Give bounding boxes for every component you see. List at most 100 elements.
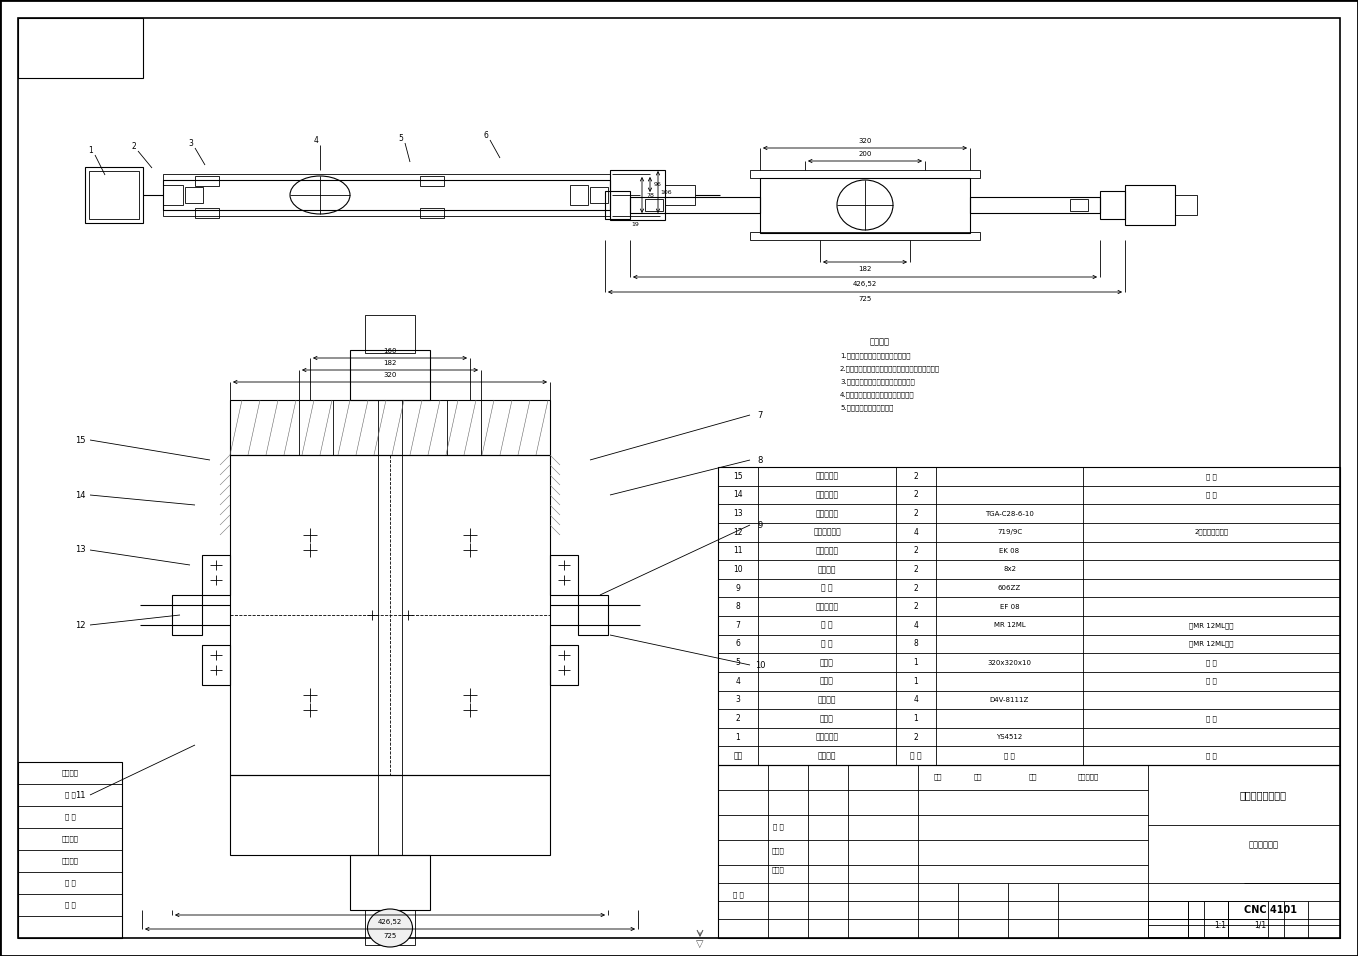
Bar — [760, 178, 970, 233]
Text: 2: 2 — [914, 546, 918, 555]
Text: 审核者: 审核者 — [771, 848, 785, 855]
Text: 320: 320 — [858, 138, 872, 144]
Bar — [1175, 195, 1196, 215]
Text: 蔚 八: 蔚 八 — [1206, 473, 1217, 480]
Bar — [645, 199, 663, 211]
Text: 5.　如有问题请及时联系。: 5. 如有问题请及时联系。 — [841, 404, 894, 411]
Text: 角接返轴承居: 角接返轴承居 — [813, 528, 841, 536]
Text: 4.　运动部件应将安装尺寸保持一致。: 4. 运动部件应将安装尺寸保持一致。 — [841, 392, 915, 399]
Text: 725: 725 — [858, 296, 872, 302]
Text: 8: 8 — [736, 602, 740, 611]
Bar — [86, 167, 143, 223]
Bar — [420, 208, 444, 218]
Text: 10: 10 — [755, 661, 766, 669]
Text: 数 量: 数 量 — [910, 751, 922, 760]
Text: 4: 4 — [914, 695, 918, 705]
Text: 6: 6 — [736, 640, 740, 648]
Text: 蔚 八: 蔚 八 — [1206, 491, 1217, 498]
Bar — [1070, 199, 1088, 211]
Text: 蔚 八: 蔚 八 — [1206, 660, 1217, 666]
Text: 1.　未注明公差的尺寸按一般公差。: 1. 未注明公差的尺寸按一般公差。 — [841, 353, 910, 359]
Text: 弹性制动器: 弹性制动器 — [815, 546, 838, 555]
Text: EK 08: EK 08 — [999, 548, 1020, 554]
Text: 4: 4 — [314, 136, 318, 144]
Text: 图样代号: 图样代号 — [61, 836, 79, 842]
Bar — [1148, 919, 1188, 937]
Text: 182: 182 — [383, 360, 397, 366]
Text: 3.　调试时先手动调试，再电动调试。: 3. 调试时先手动调试，再电动调试。 — [841, 379, 915, 385]
Text: 2: 2 — [914, 732, 918, 742]
Text: 重 量: 重 量 — [65, 880, 76, 886]
Text: 标准化: 标准化 — [771, 867, 785, 873]
Text: 分区: 分区 — [1029, 773, 1038, 780]
Text: 2: 2 — [736, 714, 740, 723]
Bar — [1188, 901, 1228, 919]
Text: 批 准: 批 准 — [732, 892, 743, 899]
Bar — [1124, 185, 1175, 225]
Text: TGA-C28-6-10: TGA-C28-6-10 — [985, 511, 1033, 516]
Text: 15: 15 — [733, 472, 743, 481]
Bar — [750, 170, 980, 178]
Text: 工作台: 工作台 — [820, 658, 834, 667]
Bar — [1100, 191, 1124, 219]
Text: 11: 11 — [733, 546, 743, 555]
Text: D4V-8111Z: D4V-8111Z — [990, 697, 1029, 703]
Bar — [550, 645, 579, 685]
Bar — [163, 210, 610, 216]
Text: 7: 7 — [758, 410, 763, 420]
Bar — [172, 595, 202, 635]
Text: 行程开关: 行程开关 — [818, 695, 837, 705]
Text: 数控工作台装配图: 数控工作台装配图 — [1240, 790, 1286, 800]
Bar — [1188, 919, 1228, 937]
Bar — [202, 645, 230, 685]
Text: 滑 块: 滑 块 — [822, 640, 832, 648]
Bar — [365, 910, 416, 945]
Text: 4: 4 — [736, 677, 740, 685]
Bar — [718, 467, 1340, 765]
Text: 2个一组配对安装: 2个一组配对安装 — [1195, 529, 1229, 535]
Text: 审 核: 审 核 — [65, 792, 76, 798]
Text: 型 号: 型 号 — [1004, 752, 1014, 759]
Text: 725: 725 — [383, 933, 397, 939]
Text: 处数: 处数 — [974, 773, 982, 780]
Bar — [420, 176, 444, 186]
Text: 波纹弹笼: 波纹弹笼 — [818, 565, 837, 574]
Text: 导轨支洗器: 导轨支洗器 — [815, 602, 838, 611]
Bar — [163, 180, 610, 210]
Text: 零件名称: 零件名称 — [818, 751, 837, 760]
Text: 2: 2 — [914, 490, 918, 499]
Bar — [18, 18, 143, 78]
Text: 弹性联轴器: 弹性联轴器 — [815, 509, 838, 518]
Text: 10: 10 — [733, 565, 743, 574]
Text: 160: 160 — [383, 348, 397, 354]
Bar — [1148, 901, 1188, 919]
Bar — [606, 191, 630, 219]
Text: 2: 2 — [132, 141, 136, 150]
Text: 606ZZ: 606ZZ — [998, 585, 1021, 591]
Text: 2: 2 — [914, 602, 918, 611]
Text: 锁定轮轴承: 锁定轮轴承 — [815, 490, 838, 499]
Text: 2: 2 — [914, 565, 918, 574]
Bar — [350, 855, 430, 910]
Text: 5: 5 — [736, 658, 740, 667]
Bar — [299, 400, 333, 455]
Ellipse shape — [368, 909, 413, 947]
Bar — [570, 185, 588, 205]
Text: 步进电动机: 步进电动机 — [815, 732, 838, 742]
Bar — [1148, 765, 1340, 938]
Text: 2: 2 — [914, 583, 918, 593]
Text: EF 08: EF 08 — [999, 603, 1020, 610]
Text: 蔚 八: 蔚 八 — [1206, 715, 1217, 722]
Text: 78: 78 — [646, 192, 655, 198]
Text: 2: 2 — [914, 509, 918, 518]
Text: 标记: 标记 — [934, 773, 942, 780]
Bar — [90, 171, 139, 219]
Text: 2: 2 — [914, 472, 918, 481]
Bar — [630, 197, 760, 213]
Text: 1: 1 — [914, 714, 918, 723]
Text: 1: 1 — [88, 145, 94, 155]
Text: CNC 4101: CNC 4101 — [1244, 905, 1297, 915]
Text: 蔚 八: 蔚 八 — [1206, 678, 1217, 684]
Bar — [202, 555, 230, 595]
Bar — [665, 185, 695, 205]
